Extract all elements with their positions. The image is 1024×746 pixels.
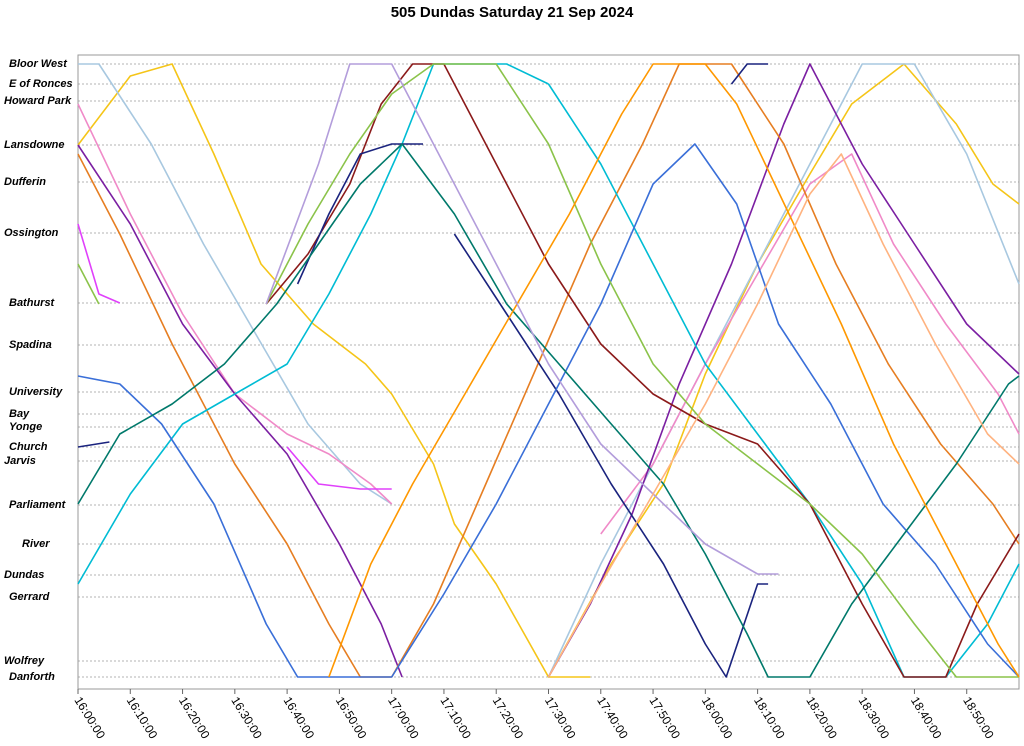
stop-label: Lansdowne (4, 139, 65, 151)
x-tick-label: 18:10:00 (751, 694, 788, 741)
stop-label: Bay (9, 408, 30, 420)
vehicle-trace-11 (547, 83, 1020, 678)
vehicle-trace-21 (77, 223, 121, 304)
vehicle-trace-0 (77, 63, 591, 678)
grid-lines (78, 63, 1019, 678)
vehicle-trace-13 (296, 143, 423, 285)
stop-label: Bloor West (9, 58, 67, 70)
x-tick-label: 18:00:00 (699, 694, 736, 741)
x-tick-label: 17:30:00 (542, 694, 579, 741)
vehicle-trace-18 (77, 143, 1020, 678)
stop-label: Dundas (4, 569, 45, 581)
vehicle-trace-20 (265, 63, 1019, 678)
chart-title: 505 Dundas Saturday 21 Sep 2024 (390, 4, 634, 21)
stop-label: Danforth (9, 671, 55, 683)
x-tick-label: 18:30:00 (856, 694, 893, 741)
stop-label: Dufferin (4, 176, 46, 188)
stop-label: Ossington (4, 227, 59, 239)
vehicle-trace-17 (77, 143, 1020, 678)
x-tick-label: 17:10:00 (437, 694, 474, 741)
vehicle-trace-23 (328, 63, 1020, 678)
stop-label: University (9, 386, 63, 398)
stop-label: Spadina (9, 339, 52, 351)
vehicle-trace-8 (77, 153, 392, 678)
x-tick-label: 17:20:00 (490, 694, 527, 741)
x-tick-label: 18:40:00 (908, 694, 945, 741)
stop-label: Howard Park (4, 95, 72, 107)
vehicle-trace-6 (77, 144, 403, 678)
x-tick-labels: 16:00:00 16:10:00 16:20:00 16:30:00 16:40:00… (71, 689, 997, 741)
series-lines (77, 63, 1020, 678)
vehicle-trace-15 (77, 441, 110, 448)
vehicle-trace-3 (547, 63, 1020, 678)
vehicle-trace-5 (600, 153, 1020, 535)
x-tick-label: 18:20:00 (803, 694, 840, 741)
x-tick-label: 17:40:00 (594, 694, 631, 741)
x-tick-label: 16:40:00 (281, 694, 318, 741)
stop-label: Gerrard (9, 591, 50, 603)
x-tick-label: 16:10:00 (124, 694, 161, 741)
vehicle-trace-14 (453, 233, 769, 678)
vehicle-trace-19 (77, 263, 100, 305)
vehicle-trace-2 (78, 63, 393, 505)
x-tick-label: 16:50:00 (333, 694, 370, 741)
vehicle-trace-22 (286, 446, 392, 490)
x-tick-label: 18:50:00 (960, 694, 997, 741)
vehicle-trace-1 (547, 63, 1020, 678)
vehicle-trace-24 (265, 63, 779, 575)
vehicle-trace-7 (547, 63, 1020, 678)
vehicle-trace-9 (391, 63, 1020, 678)
stop-label: Church (9, 441, 48, 453)
stop-label: Parliament (9, 499, 66, 511)
stop-labels: Bloor West E of Ronces Howard Park Lansdown… (0, 0, 80, 746)
vehicle-trace-12 (265, 63, 1020, 678)
x-tick-label: 17:00:00 (385, 694, 422, 741)
stop-label: Bathurst (9, 297, 55, 309)
vehicle-trace-4 (77, 103, 393, 505)
x-tick-label: 17:50:00 (647, 694, 684, 741)
vehicle-trace-16 (730, 63, 769, 85)
stop-label: Jarvis (4, 455, 36, 467)
stop-label: River (22, 538, 50, 550)
vehicle-trace-25 (547, 153, 1020, 678)
x-tick-label: 16:20:00 (176, 694, 213, 741)
stop-label: E of Ronces (9, 78, 73, 90)
stop-label: Wolfrey (4, 655, 45, 667)
stop-label: Yonge (9, 421, 43, 433)
x-tick-label: 16:30:00 (228, 694, 265, 741)
